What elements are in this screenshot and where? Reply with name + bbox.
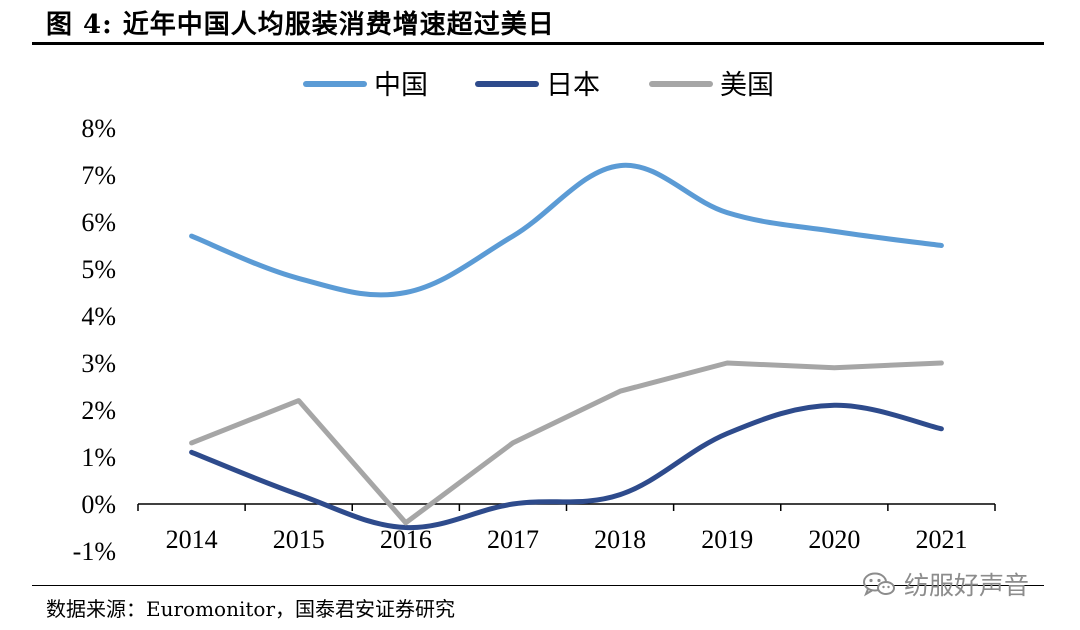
y-tick-label: 3% xyxy=(81,349,116,378)
watermark-text: 纺服好声音 xyxy=(904,571,1030,600)
y-axis: -1% 0% 1% 2% 3% 4% 5% 6% 7% 8% xyxy=(73,114,116,566)
y-tick-label: 4% xyxy=(81,302,116,331)
x-tick-label: 2020 xyxy=(808,525,860,554)
x-tick-label: 2021 xyxy=(915,525,967,554)
x-tick-label: 2014 xyxy=(166,525,218,554)
source-note: 数据来源：Euromonitor，国泰君安证券研究 xyxy=(46,597,456,621)
y-tick-label: 2% xyxy=(81,396,116,425)
title-rule xyxy=(32,42,1044,45)
legend-label: 日本 xyxy=(546,70,600,101)
figure-title: 图 4: 近年中国人均服装消费增速超过美日 xyxy=(46,10,555,40)
x-tick-label: 2015 xyxy=(273,525,325,554)
watermark: 纺服好声音 xyxy=(862,566,1029,602)
x-tick-label: 2019 xyxy=(701,525,753,554)
y-tick-label: 6% xyxy=(81,208,116,237)
legend-label: 美国 xyxy=(720,70,774,101)
series-layer xyxy=(189,162,944,531)
x-tick-label: 2018 xyxy=(594,525,646,554)
series-line-1 xyxy=(189,402,944,531)
y-tick-label: 1% xyxy=(81,443,116,472)
series-line-2 xyxy=(189,360,944,526)
source-rule xyxy=(32,585,1044,586)
y-tick-label: 8% xyxy=(81,114,116,143)
wechat-icon xyxy=(863,572,895,597)
legend-label: 中国 xyxy=(374,70,428,101)
y-tick-label: 7% xyxy=(81,161,116,190)
chart-legend: 中国 日本 美国 xyxy=(303,70,774,101)
y-tick-label: 0% xyxy=(81,490,116,519)
x-tick-label: 2017 xyxy=(487,525,539,554)
y-tick-label: -1% xyxy=(73,537,116,566)
series-line-0 xyxy=(189,162,944,298)
x-axis: 2014 2015 2016 2017 2018 2019 2020 2021 xyxy=(137,503,996,554)
y-tick-label: 5% xyxy=(81,255,116,284)
